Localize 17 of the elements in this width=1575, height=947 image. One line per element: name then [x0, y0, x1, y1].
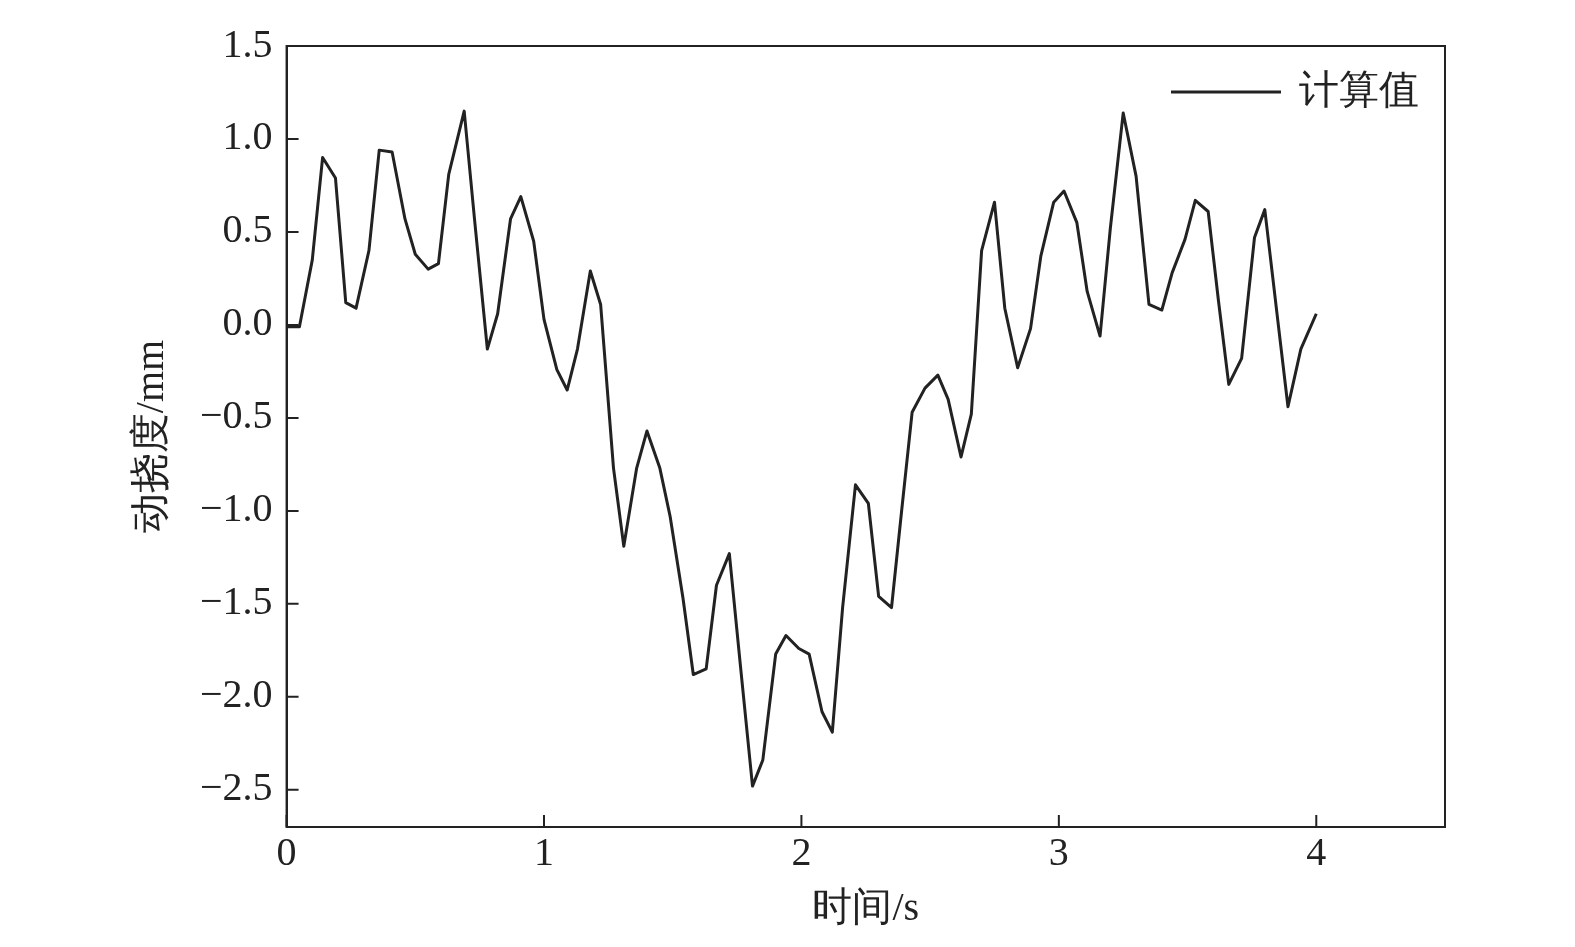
y-tick-label: 0.5	[222, 206, 273, 252]
y-axis-title: 动挠度/mm	[126, 339, 172, 534]
y-tick-label: 1.5	[222, 20, 273, 66]
y-tick-label: −0.5	[200, 392, 273, 438]
y-tick-label: −1.0	[200, 485, 273, 531]
x-tick-label: 4	[1306, 828, 1327, 874]
y-tick-label: −1.5	[200, 578, 273, 624]
x-tick-label: 2	[791, 828, 812, 874]
y-tick-label: 0.0	[222, 299, 273, 345]
legend-label: 计算值	[1299, 66, 1419, 112]
x-axis-title: 时间/s	[812, 883, 920, 929]
x-tick-label: 3	[1048, 828, 1069, 874]
x-tick-label: 0	[276, 828, 297, 874]
y-tick-label: −2.0	[200, 671, 273, 717]
x-tick-label: 1	[533, 828, 554, 874]
y-tick-label: 1.0	[222, 113, 273, 159]
y-tick-label: −2.5	[200, 764, 273, 810]
